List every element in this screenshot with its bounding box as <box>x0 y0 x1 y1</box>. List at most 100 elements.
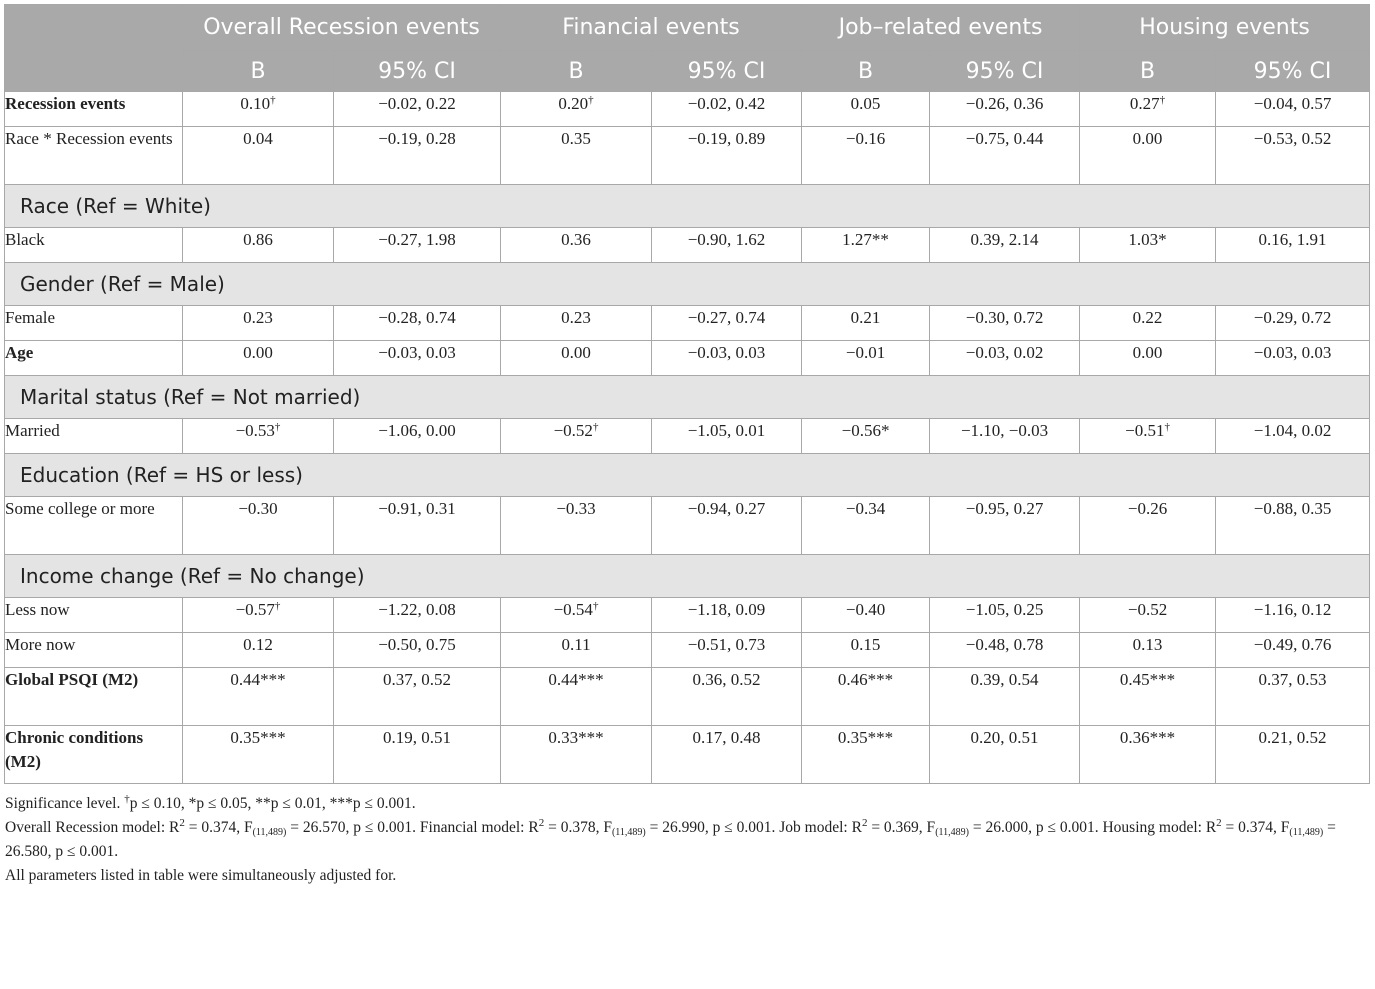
table-row: Less now −0.57† −1.22, 0.08 −0.54† −1.18, 0.… <box>4 597 1371 633</box>
model-note-sub: (11,489) <box>935 827 969 838</box>
ci-value-cell: −1.06, 0.00 <box>332 418 502 454</box>
cell-value: −0.04, 0.57 <box>1253 94 1332 113</box>
b-value-cell: −0.34 <box>801 496 931 555</box>
ci-value-cell: −0.26, 0.36 <box>929 91 1081 127</box>
cell-value: −0.34 <box>845 499 886 518</box>
cell-value: 1.27** <box>842 230 889 249</box>
cell-value: 0.36, 0.52 <box>692 670 761 689</box>
cell-value: −1.16, 0.12 <box>1253 600 1332 619</box>
table-footnotes: Significance level. †p ≤ 0.10, *p ≤ 0.05… <box>4 792 1369 888</box>
cell-value: −0.28, 0.74 <box>378 308 456 327</box>
table-row: Global PSQI (M2) 0.44*** 0.37, 0.52 0.44***… <box>4 667 1371 726</box>
cell-value: 0.20, 0.51 <box>970 728 1039 747</box>
table-row: Recession events 0.10† −0.02, 0.22 0.20† −0.… <box>4 91 1371 127</box>
ci-value-cell: −1.05, 0.01 <box>651 418 803 454</box>
ci-value-cell: −0.03, 0.03 <box>1215 340 1371 376</box>
b-value-cell: 1.03* <box>1079 227 1217 263</box>
ci-value-cell: −0.03, 0.03 <box>332 340 502 376</box>
b-value-cell: 0.00 <box>500 340 653 376</box>
table-row: Female 0.23 −0.28, 0.74 0.23 −0.27, 0.74 0.21… <box>4 305 1371 341</box>
cell-value: −0.03, 0.02 <box>965 343 1044 362</box>
model-note-end: = 26.000, p ≤ 0.001. <box>968 819 1103 836</box>
cell-value: 0.22 <box>1132 308 1163 327</box>
cell-value: −0.53, 0.52 <box>1253 129 1332 148</box>
cell-value: 0.35*** <box>230 728 286 747</box>
cell-value: −0.03, 0.03 <box>378 343 456 362</box>
table-row: Age 0.00 −0.03, 0.03 0.00 −0.03, 0.03 −0.01 −0… <box>4 340 1371 376</box>
row-label: More now <box>4 632 183 668</box>
b-value-cell: 0.04 <box>182 126 334 185</box>
model-note-mid: = 0.369, F <box>867 819 936 836</box>
section-label: Gender (Ref = Male) <box>3 262 1371 306</box>
b-value-cell: −0.01 <box>801 340 931 376</box>
b-value-cell: 0.35*** <box>182 725 334 784</box>
ci-value-cell: −1.05, 0.25 <box>929 597 1081 633</box>
model-fit-note: Overall Recession model: R2 = 0.374, F (1… <box>5 816 1369 864</box>
model-note-name: Housing model: R <box>1102 819 1217 836</box>
model-note-end: = 26.570, p ≤ 0.001. <box>286 819 420 836</box>
b-value-cell: 0.44*** <box>500 667 653 726</box>
table-row: Some college or more −0.30 −0.91, 0.31 −0.3… <box>4 496 1371 555</box>
section-row: Marital status (Ref = Not married) <box>3 375 1371 419</box>
regression-table-container: Overall Recession events Financial event… <box>3 4 1371 888</box>
cell-value: 0.23 <box>561 308 591 327</box>
b-value-cell: −0.52† <box>500 418 653 454</box>
ci-value-cell: −0.51, 0.73 <box>651 632 803 668</box>
b-value-cell: 0.35*** <box>801 725 931 784</box>
cell-value: 0.36*** <box>1119 728 1176 747</box>
cell-value: 0.33*** <box>548 728 604 747</box>
significance-text: p ≤ 0.10, *p ≤ 0.05, **p ≤ 0.01, ***p ≤ … <box>129 795 416 812</box>
section-label: Race (Ref = White) <box>3 184 1371 228</box>
ci-value-cell: 0.39, 2.14 <box>929 227 1081 263</box>
model-note-sup: 2 <box>179 817 185 829</box>
cell-value: 0.86 <box>243 230 273 249</box>
ci-value-cell: −1.04, 0.02 <box>1215 418 1371 454</box>
header-ci: 95% CI <box>1215 50 1371 92</box>
ci-value-cell: −0.49, 0.76 <box>1215 632 1371 668</box>
section-row: Income change (Ref = No change) <box>3 554 1371 598</box>
cell-value: −0.27, 1.98 <box>378 230 456 249</box>
model-note-name: Overall Recession model: R <box>5 819 180 836</box>
model-note-mid: = 0.374, F <box>1221 819 1290 836</box>
header-b: B <box>500 50 653 92</box>
ci-value-cell: −0.30, 0.72 <box>929 305 1081 341</box>
ci-value-cell: −0.94, 0.27 <box>651 496 803 555</box>
ci-value-cell: −0.75, 0.44 <box>929 126 1081 185</box>
header-corner <box>4 4 183 92</box>
ci-value-cell: 0.37, 0.52 <box>332 667 502 726</box>
cell-value: −0.49, 0.76 <box>1253 635 1332 654</box>
cell-value: −1.10, −0.03 <box>960 421 1049 440</box>
ci-value-cell: −0.53, 0.52 <box>1215 126 1371 185</box>
cell-value: −0.33 <box>556 499 596 518</box>
header-b: B <box>1079 50 1217 92</box>
b-value-cell: 0.13 <box>1079 632 1217 668</box>
b-value-cell: 0.86 <box>182 227 334 263</box>
significance-marker: † <box>1159 94 1166 106</box>
section-label: Marital status (Ref = Not married) <box>3 375 1371 419</box>
ci-value-cell: −0.90, 1.62 <box>651 227 803 263</box>
b-value-cell: 0.12 <box>182 632 334 668</box>
b-value-cell: 1.27** <box>801 227 931 263</box>
b-value-cell: 0.05 <box>801 91 931 127</box>
cell-value: 0.39, 0.54 <box>970 670 1039 689</box>
b-value-cell: 0.00 <box>1079 340 1217 376</box>
cell-value: −0.40 <box>845 600 886 619</box>
cell-value: 0.16, 1.91 <box>1258 230 1327 249</box>
ci-value-cell: −0.03, 0.03 <box>651 340 803 376</box>
ci-value-cell: −0.91, 0.31 <box>332 496 502 555</box>
model-note-sub: (11,489) <box>252 827 287 838</box>
row-label: Global PSQI (M2) <box>4 667 183 726</box>
row-label: Age <box>4 340 183 376</box>
ci-value-cell: −1.22, 0.08 <box>332 597 502 633</box>
b-value-cell: 0.27† <box>1079 91 1217 127</box>
section-label: Income change (Ref = No change) <box>3 554 1371 598</box>
cell-value: −0.16 <box>845 129 886 148</box>
b-value-cell: 0.36 <box>500 227 653 263</box>
cell-value: −1.05, 0.01 <box>687 421 766 440</box>
cell-value: −0.03, 0.03 <box>1253 343 1332 362</box>
cell-value: 0.10 <box>240 94 271 113</box>
b-value-cell: −0.51† <box>1079 418 1217 454</box>
cell-value: 0.12 <box>243 635 273 654</box>
header-ci: 95% CI <box>332 50 502 92</box>
b-value-cell: −0.33 <box>500 496 653 555</box>
